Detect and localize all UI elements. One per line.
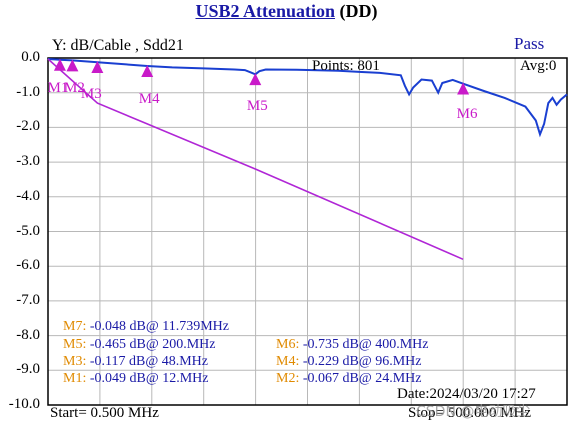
marker-triangle-m3: [91, 61, 104, 74]
marker-triangle-m5: [249, 73, 262, 86]
y-tick-label: 0.0: [21, 49, 40, 65]
watermark: CSDN @电动吸尘: [416, 404, 531, 420]
marker-triangle-m1: [53, 58, 66, 71]
avg-readout: Avg:0: [520, 58, 557, 74]
marker-triangle-m4: [141, 64, 154, 77]
y-tick-label: -9.0: [16, 361, 40, 378]
marker-value: -0.049 dB@ 12.MHz: [89, 371, 209, 386]
marker-readout-m7: M7: -0.048 dB@ 11.739MHz: [63, 319, 229, 335]
points-readout: Points: 801: [312, 58, 380, 74]
y-tick-label: -10.0: [8, 396, 40, 412]
chart-title: USB2 Attenuation (DD): [0, 1, 573, 22]
y-axis-label: Y: dB/Cable , Sdd21: [52, 37, 184, 54]
marker-label: M3:: [63, 354, 87, 369]
y-tick-label: -3.0: [16, 153, 40, 170]
marker-label-m2: M2: [64, 80, 85, 96]
marker-label-m5: M5: [247, 98, 268, 114]
y-tick-label: -7.0: [16, 291, 40, 308]
marker-readout-m4: M4: -0.229 dB@ 96.MHz: [276, 354, 422, 370]
stop-frequency: Stop= 500.000 MHz: [408, 405, 532, 421]
marker-value: -0.067 dB@ 24.MHz: [302, 371, 422, 386]
marker-value: -0.117 dB@ 48.MHz: [89, 354, 208, 369]
marker-readout-m6: M6: -0.735 dB@ 400.MHz: [276, 337, 429, 353]
title-main: USB2 Attenuation: [195, 1, 336, 21]
marker-label-m1: M1: [48, 80, 69, 96]
marker-label-m4: M4: [139, 91, 160, 107]
marker-triangle-m6: [457, 82, 470, 95]
marker-readout-m1: M1: -0.049 dB@ 12.MHz: [63, 371, 209, 387]
marker-label-m6: M6: [457, 106, 478, 122]
y-tick-label: -1.0: [16, 83, 40, 100]
plot-frame: [47, 57, 568, 406]
y-tick-label: -2.0: [16, 118, 40, 135]
marker-label: M6:: [276, 337, 300, 352]
y-tick-label: -4.0: [16, 187, 40, 204]
marker-label: M7:: [63, 319, 87, 334]
marker-value: -0.048 dB@ 11.739MHz: [89, 319, 229, 334]
marker-readout-m2: M2: -0.067 dB@ 24.MHz: [276, 371, 422, 387]
date-readout: Date:2024/03/20 17:27: [397, 386, 536, 402]
limit-line: [47, 58, 464, 261]
attenuation-trace: [47, 58, 568, 138]
y-tick-label: -5.0: [16, 222, 40, 239]
marker-label: M4:: [276, 354, 300, 369]
marker-label: M2:: [276, 371, 300, 386]
marker-label: M5:: [63, 337, 87, 352]
marker-readout-m3: M3: -0.117 dB@ 48.MHz: [63, 354, 208, 370]
y-tick-label: -8.0: [16, 326, 40, 343]
marker-triangle-m2: [66, 59, 79, 72]
marker-value: -0.465 dB@ 200.MHz: [89, 337, 216, 352]
status-pass: Pass: [514, 34, 545, 53]
y-tick-label: -6.0: [16, 257, 40, 274]
marker-value: -0.229 dB@ 96.MHz: [302, 354, 422, 369]
marker-readout-m5: M5: -0.465 dB@ 200.MHz: [63, 337, 216, 353]
title-suffix: (DD): [339, 1, 378, 21]
marker-label-m3: M3: [81, 86, 102, 102]
marker-value: -0.735 dB@ 400.MHz: [302, 337, 429, 352]
marker-label: M1:: [63, 371, 87, 386]
start-frequency: Start= 0.500 MHz: [50, 405, 159, 421]
